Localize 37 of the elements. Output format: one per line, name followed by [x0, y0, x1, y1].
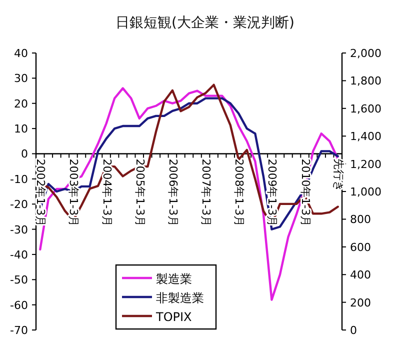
- x-tick-label: 先行き: [332, 158, 345, 192]
- y-tick-label: -70: [10, 324, 28, 337]
- x-tick-label: 2006年1-3月: [166, 158, 180, 227]
- y-tick-label: -60: [10, 298, 28, 312]
- chart-title: 日銀短観(大企業・業況判断): [116, 15, 294, 31]
- y2-tick-label: 600: [350, 240, 371, 254]
- y-tick-label: 20: [14, 97, 28, 110]
- x-tick-label: 2007年1-3月: [200, 158, 213, 227]
- y2-tick-label: 1,800: [350, 74, 382, 88]
- x-tick-label: 2010年1-3月: [298, 158, 312, 227]
- y-tick-label: 10: [14, 122, 28, 136]
- y2-tick-label: 1,600: [350, 102, 382, 116]
- x-tick-label: 2008年1-3月: [232, 158, 246, 227]
- y2-tick-label: 200: [350, 296, 371, 310]
- y2-tick-label: 2,000: [350, 47, 382, 60]
- x-tick-label: 2003年1-3月: [67, 158, 80, 227]
- y-tick-label: 0: [21, 148, 28, 161]
- legend-label: 製造業: [156, 272, 192, 286]
- y2-tick-label: 400: [350, 268, 371, 282]
- legend-label: TOPIX: [155, 310, 192, 324]
- y-tick-label: -10: [10, 172, 28, 186]
- y2-tick-label: 1,200: [350, 158, 382, 171]
- x-tick-label: 2005年1-3月: [133, 158, 146, 227]
- y-tick-label: -50: [10, 274, 28, 287]
- x-tick-label: 2004年1-3月: [100, 158, 114, 227]
- legend-label: 非製造業: [156, 291, 204, 305]
- x-tick-label: 2009年1-3月: [266, 158, 279, 227]
- y-tick-label: 40: [14, 47, 28, 60]
- y-tick-label: -40: [10, 248, 28, 262]
- y-tick-label: -30: [10, 223, 28, 236]
- y2-tick-label: 1,000: [350, 186, 382, 198]
- y2-tick-label: 800: [350, 213, 371, 226]
- x-tick-label: 2002年1-3月: [34, 158, 48, 227]
- y-tick-label: 30: [14, 72, 28, 86]
- y2-tick-label: 1,400: [350, 130, 382, 144]
- y-tick-label: -20: [10, 198, 28, 212]
- y2-tick-label: 0: [350, 324, 357, 337]
